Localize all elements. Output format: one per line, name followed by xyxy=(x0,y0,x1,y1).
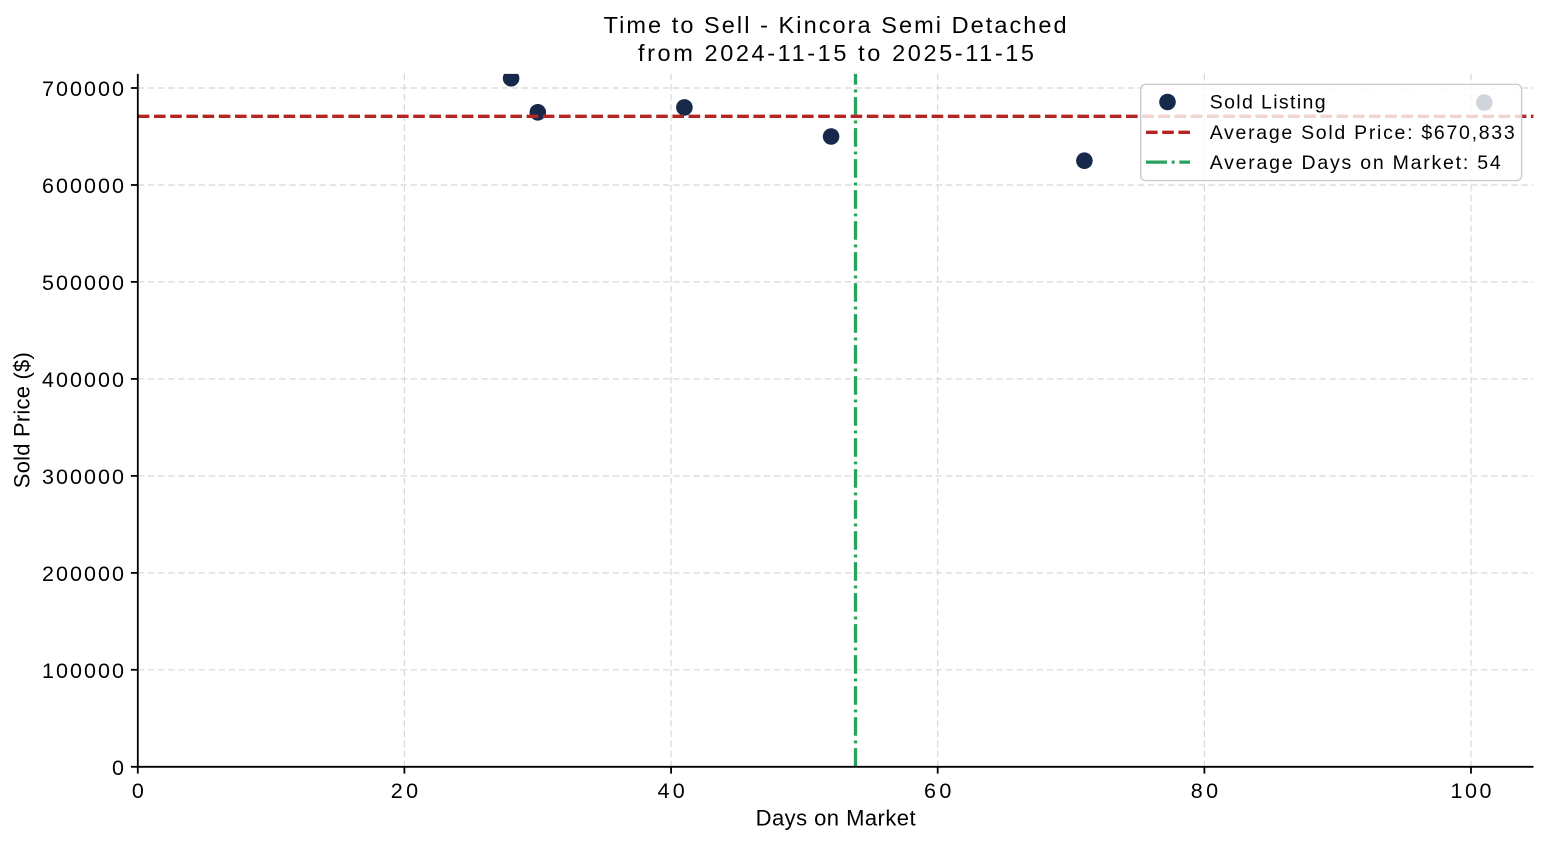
svg-text:from 2024-11-15 to 2025-11-15: from 2024-11-15 to 2025-11-15 xyxy=(638,40,1034,66)
svg-text:100: 100 xyxy=(1451,779,1492,803)
svg-text:Days on Market: Days on Market xyxy=(756,805,916,830)
svg-text:0: 0 xyxy=(112,756,124,780)
svg-text:Time to Sell - Kincora Semi De: Time to Sell - Kincora Semi Detached xyxy=(604,12,1067,38)
svg-text:0: 0 xyxy=(132,779,144,803)
svg-text:Sold Price ($): Sold Price ($) xyxy=(10,352,35,488)
svg-text:Sold Listing: Sold Listing xyxy=(1210,92,1326,114)
svg-text:Average Days on Market: 54: Average Days on Market: 54 xyxy=(1210,152,1501,174)
svg-text:Average Sold Price: $670,833: Average Sold Price: $670,833 xyxy=(1210,122,1515,144)
